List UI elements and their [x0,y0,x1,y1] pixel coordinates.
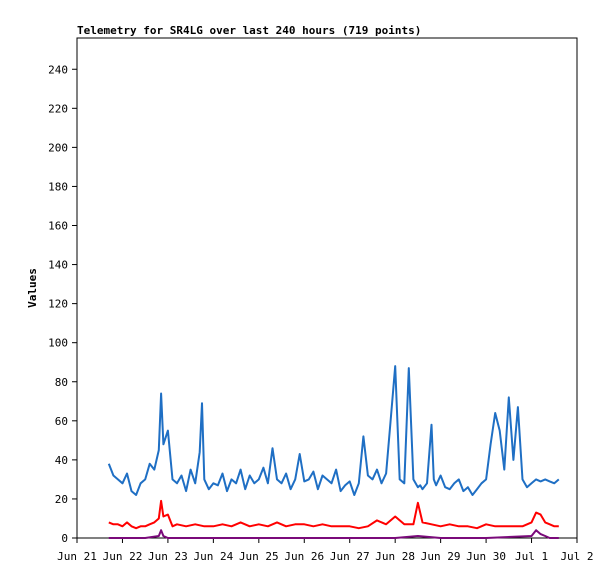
y-tick-label: 120 [48,298,68,311]
x-axis: Jun 21 Jun 22 Jun 23 Jun 24 Jun 25 Jun 26 Jun … [57,538,594,563]
y-tick-label: 240 [48,63,68,76]
series-line-3 [108,529,559,539]
y-tick-label: 60 [55,415,68,428]
y-tick-label: 40 [55,454,68,467]
series-line-2 [108,499,559,530]
x-tick-label: Jun 27 [330,550,370,563]
x-tick-label: Jun 21 [57,550,97,563]
x-tick-label: Jul 1 [515,550,548,563]
y-tick-label: 20 [55,493,68,506]
x-tick-label: Jun 29 [421,550,461,563]
y-tick-label: 220 [48,102,68,115]
x-tick-label: Jul 2 [560,550,593,563]
y-tick-label: 140 [48,259,68,272]
y-tick-label: 160 [48,220,68,233]
x-tick-label: Jun 24 [193,550,233,563]
x-tick-label: Jun 30 [466,550,506,563]
y-tick-label: 200 [48,141,68,154]
y-axis: 0 20 40 60 80 100 120 140 160 180 200 220 240 [48,63,77,545]
x-tick-label: Jun 22 [103,550,143,563]
chart-title: Telemetry for SR4LG over last 240 hours … [77,24,421,37]
x-tick-label: Jun 25 [239,550,279,563]
y-axis-label: Values [26,268,39,308]
x-tick-label: Jun 23 [148,550,188,563]
y-tick-label: 0 [61,532,68,545]
y-tick-label: 80 [55,376,68,389]
series-line-1 [107,365,560,496]
series-group [107,365,560,539]
y-tick-label: 100 [48,337,68,350]
x-tick-label: Jun 28 [375,550,415,563]
x-tick-label: Jun 26 [284,550,324,563]
plot-frame [76,37,578,539]
y-tick-label: 180 [48,180,68,193]
